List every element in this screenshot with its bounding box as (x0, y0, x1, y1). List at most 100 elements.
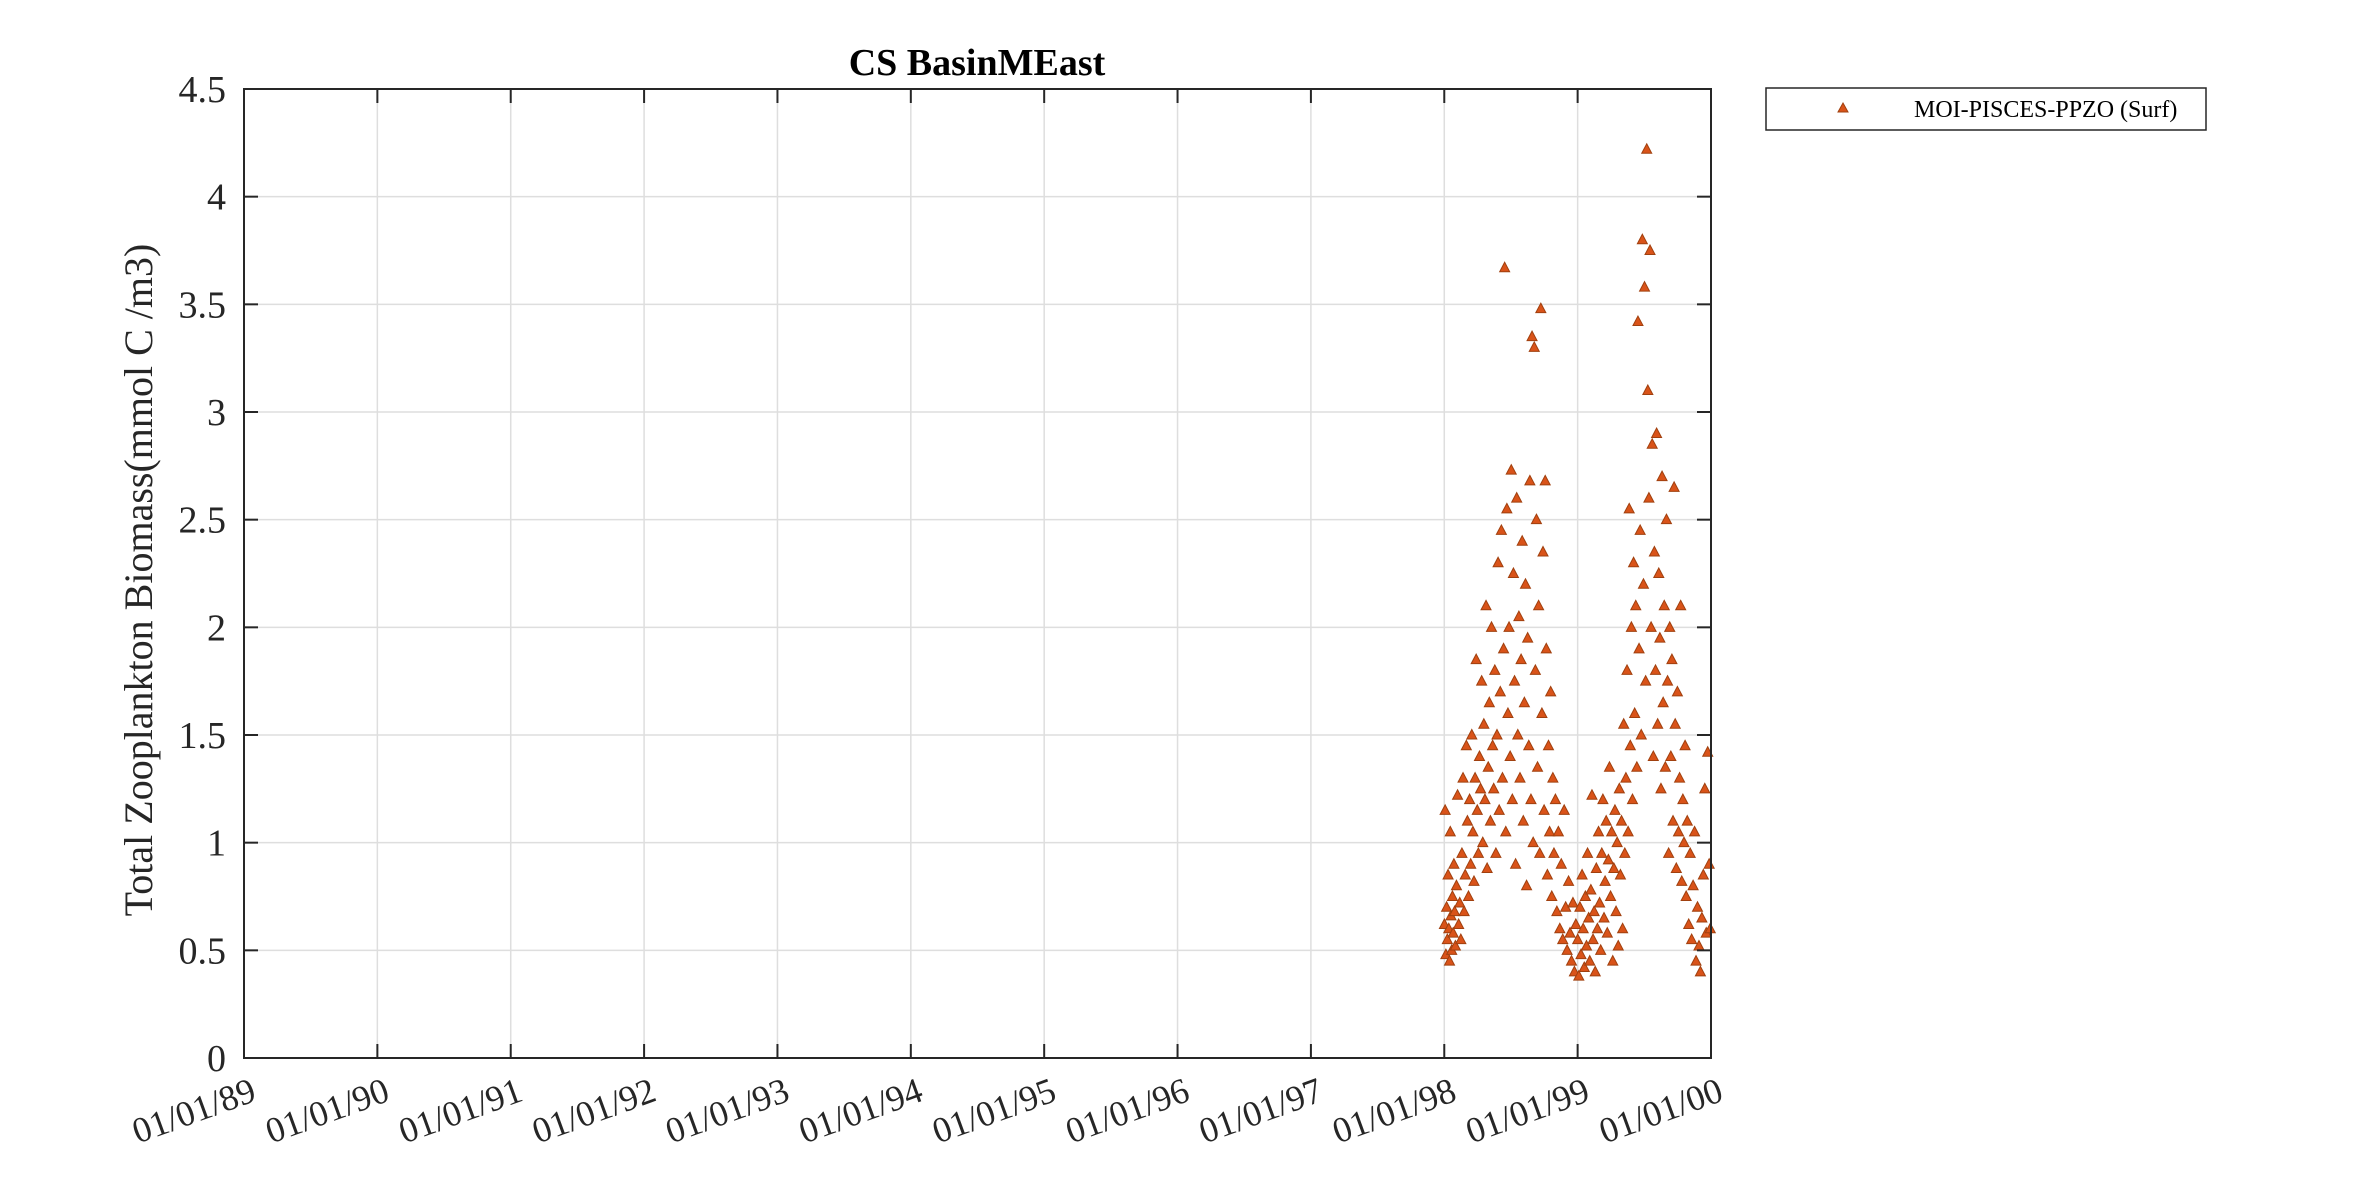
data-point (1442, 868, 1454, 880)
data-point (1655, 782, 1667, 794)
data-point (1551, 904, 1563, 917)
data-point (1441, 932, 1454, 945)
data-point (1508, 674, 1521, 686)
data-point (1662, 846, 1675, 858)
data-point (1610, 904, 1622, 917)
data-point (1586, 788, 1598, 800)
data-point (1606, 954, 1619, 966)
data-point (1636, 233, 1649, 245)
data-point (1483, 696, 1496, 708)
data-point (1528, 340, 1541, 352)
data-point (1468, 874, 1480, 886)
data-point (1505, 463, 1518, 475)
data-point (1614, 868, 1627, 880)
data-point (1548, 846, 1560, 858)
y-axis-label: Total Zooplankton Biomass(mmol C /m3) (116, 244, 161, 917)
data-point (1485, 620, 1498, 632)
data-point (1593, 896, 1606, 908)
data-point (1640, 142, 1653, 154)
data-point (1599, 874, 1611, 886)
data-point (1478, 717, 1490, 729)
data-point (1622, 825, 1634, 837)
data-point (1643, 491, 1655, 503)
data-point (1605, 825, 1618, 837)
data-point (1470, 653, 1483, 665)
data-point (1543, 825, 1556, 837)
data-point (1461, 814, 1474, 826)
data-point (1578, 960, 1591, 973)
data-point (1618, 846, 1631, 858)
data-point (1639, 674, 1652, 686)
data-point (1491, 728, 1503, 740)
data-point (1510, 491, 1523, 503)
data-point (1501, 502, 1513, 514)
data-point (1542, 739, 1555, 751)
data-point (1518, 696, 1531, 708)
data-point (1574, 900, 1586, 912)
data-point (1623, 502, 1636, 514)
data-point (1690, 954, 1702, 966)
data-point (1447, 926, 1459, 938)
data-point (1613, 782, 1626, 794)
data-point (1583, 954, 1596, 966)
data-point (1515, 653, 1527, 665)
data-point (1627, 556, 1640, 568)
data-point (1465, 728, 1478, 740)
y-tick-label: 4.5 (179, 69, 227, 111)
legend-marker-triangle (1837, 101, 1849, 113)
data-point (1687, 879, 1699, 891)
data-point (1446, 889, 1459, 901)
data-point (1452, 917, 1465, 929)
data-point (1490, 846, 1502, 858)
data-point (1487, 782, 1500, 794)
data-point (1591, 922, 1604, 934)
data-point (1520, 879, 1533, 891)
data-point (1666, 653, 1678, 665)
data-point (1565, 954, 1578, 966)
data-point (1448, 857, 1460, 869)
data-point (1673, 771, 1686, 783)
data-point (1479, 793, 1491, 805)
data-point (1462, 889, 1475, 901)
data-point (1504, 749, 1516, 762)
data-point (1451, 788, 1464, 800)
data-point (1553, 922, 1566, 934)
data-point (1503, 620, 1515, 632)
data-point (1641, 383, 1654, 395)
data-point (1457, 771, 1469, 783)
data-point (1555, 857, 1568, 869)
data-point (1539, 474, 1552, 486)
data-point (1582, 911, 1595, 923)
data-point (1439, 803, 1451, 815)
data-point (1631, 760, 1643, 772)
data-point (1647, 749, 1660, 762)
data-point (1511, 728, 1524, 740)
data-point (1685, 932, 1698, 945)
data-point (1556, 932, 1569, 945)
data-point (1589, 965, 1602, 977)
data-point (1652, 566, 1665, 578)
data-point (1601, 926, 1614, 938)
data-point (1516, 534, 1529, 546)
y-tick-label: 3 (207, 392, 226, 434)
data-point (1443, 954, 1456, 966)
data-point (1629, 599, 1642, 611)
data-point (1650, 426, 1663, 439)
legend-label: MOI-PISCES-PPZO (Surf) (1914, 97, 2177, 123)
data-point (1626, 793, 1639, 805)
data-point (1598, 911, 1610, 923)
data-point (1621, 663, 1633, 675)
data-point (1455, 932, 1467, 945)
data-point (1498, 261, 1511, 273)
data-point (1670, 861, 1683, 874)
data-point (1460, 739, 1473, 751)
data-point (1444, 825, 1457, 837)
data-point (1620, 771, 1632, 783)
data-point (1682, 917, 1695, 929)
y-tick-label: 3.5 (179, 284, 227, 326)
data-point (1544, 685, 1557, 697)
data-point (1541, 868, 1554, 880)
data-point (1530, 513, 1543, 525)
data-point (1494, 685, 1507, 697)
